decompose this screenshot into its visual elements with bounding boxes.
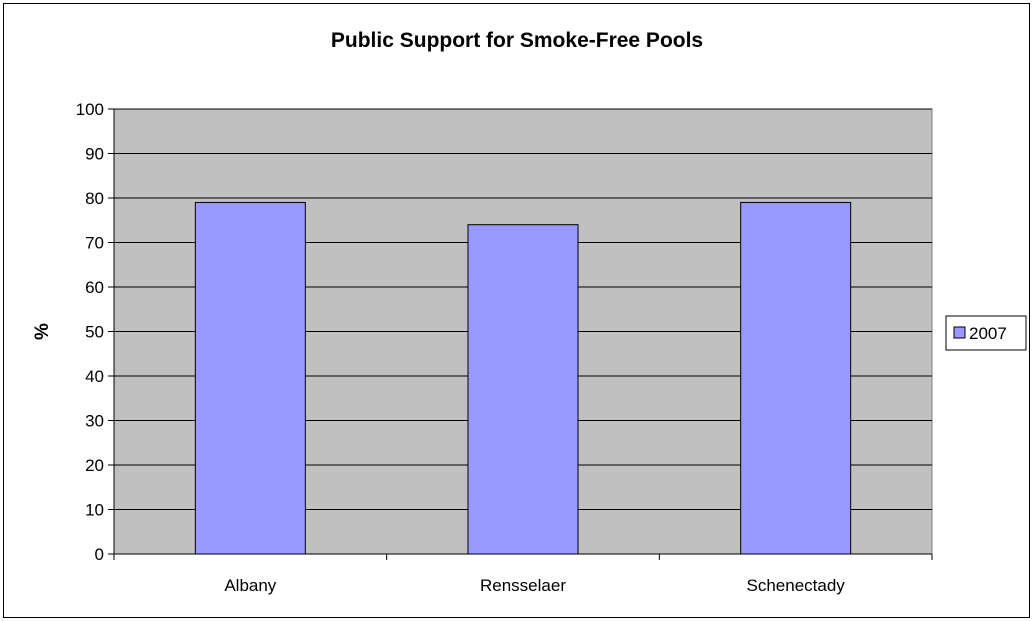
y-tick-label: 100 xyxy=(76,100,104,119)
legend-swatch xyxy=(953,326,966,339)
y-tick-label: 30 xyxy=(85,412,104,431)
y-tick-label: 60 xyxy=(85,278,104,297)
bar-schenectady xyxy=(740,201,852,555)
y-tick-label: 20 xyxy=(85,456,104,475)
y-tick-label: 0 xyxy=(95,545,104,564)
bar-rensselaer xyxy=(467,224,579,555)
bar-albany xyxy=(194,201,306,555)
y-axis-ticks: 0 10 20 30 40 50 60 70 80 90 100 xyxy=(76,100,114,564)
legend-label: 2007 xyxy=(969,324,1007,343)
x-tick-label: Albany xyxy=(224,576,276,595)
legend: 2007 xyxy=(945,315,1027,351)
x-tick-label: Schenectady xyxy=(747,576,846,595)
y-tick-label: 50 xyxy=(85,323,104,342)
y-tick-label: 80 xyxy=(85,189,104,208)
x-tick-label: Rensselaer xyxy=(480,576,566,595)
x-axis-ticks: Albany Rensselaer Schenectady xyxy=(113,554,933,595)
chart-title: Public Support for Smoke-Free Pools xyxy=(331,29,703,52)
bars xyxy=(194,201,852,555)
y-tick-label: 70 xyxy=(85,234,104,253)
y-tick-label: 40 xyxy=(85,367,104,386)
y-axis-label: % xyxy=(32,323,53,340)
y-tick-label: 10 xyxy=(85,501,104,520)
y-tick-label: 90 xyxy=(85,145,104,164)
